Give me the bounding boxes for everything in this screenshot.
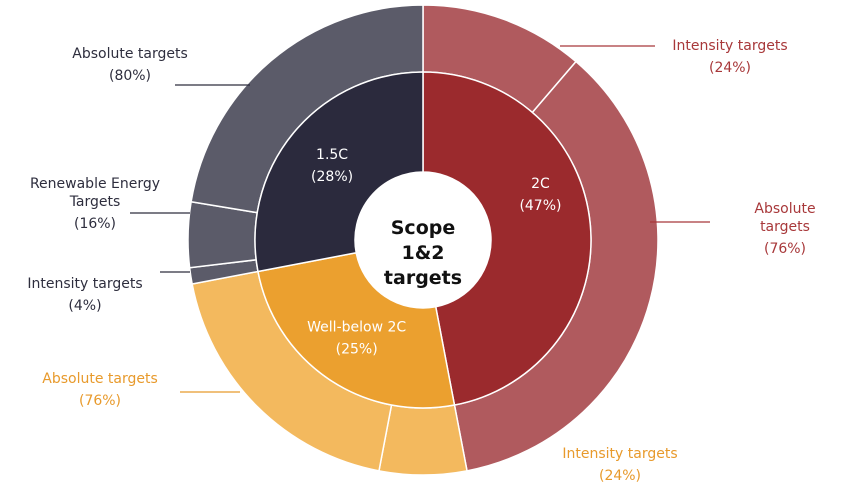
outer-value-label: (80%) [108, 68, 152, 84]
outer-segment [378, 404, 468, 476]
outer-value-label: (16%) [73, 216, 117, 232]
outer-label: Absolute targets [42, 371, 158, 387]
inner-value-label: (25%) [336, 342, 378, 358]
outer-label: Renewable Energy Targets [29, 176, 161, 210]
outer-value-label: (24%) [708, 60, 752, 76]
chart-title: Scope 1&2 targets [383, 217, 463, 289]
outer-value-label: (4%) [68, 298, 102, 314]
outer-value-label: (76%) [78, 393, 122, 409]
inner-value-label: (47%) [519, 198, 561, 214]
outer-label: Intensity targets [27, 276, 143, 292]
outer-label: Absolute targets [72, 46, 188, 62]
center-hole [355, 172, 491, 308]
outer-label: Intensity targets [672, 38, 788, 54]
outer-label: Intensity targets [562, 446, 678, 462]
inner-label: 1.5C [316, 147, 348, 163]
inner-value-label: (28%) [311, 169, 353, 185]
outer-label: Absolute targets [754, 201, 816, 235]
inner-label: 2C [531, 176, 550, 192]
outer-value-label: (76%) [763, 241, 807, 257]
outer-value-label: (24%) [598, 468, 642, 484]
inner-label: Well-below 2C [307, 320, 406, 336]
